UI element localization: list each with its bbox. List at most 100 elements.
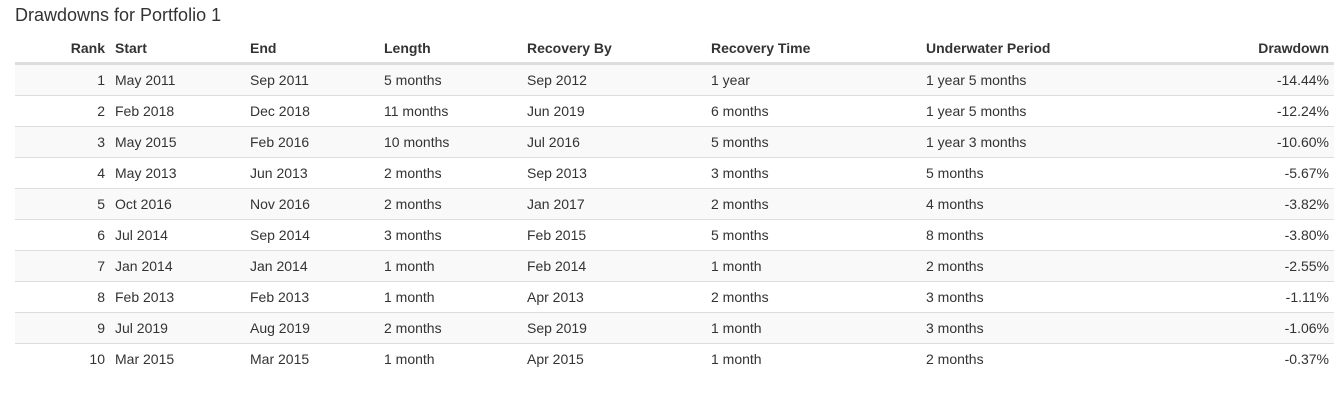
column-header-recovery-time[interactable]: Recovery Time bbox=[711, 34, 926, 65]
start-cell: Feb 2018 bbox=[115, 95, 250, 127]
recovery-time-cell: 1 year bbox=[711, 63, 926, 96]
column-header-end[interactable]: End bbox=[250, 34, 384, 65]
recovery-by-cell: Jun 2019 bbox=[527, 95, 711, 127]
table-row: 6 Jul 2014 Sep 2014 3 months Feb 2015 5 month… bbox=[15, 219, 1334, 251]
length-cell: 11 months bbox=[384, 95, 527, 127]
start-cell: May 2015 bbox=[115, 126, 250, 158]
drawdown-cell: -1.11% bbox=[1226, 281, 1334, 313]
rank-cell: 3 bbox=[15, 126, 115, 158]
length-cell: 2 months bbox=[384, 312, 527, 344]
rank-cell: 8 bbox=[15, 281, 115, 313]
column-header-length[interactable]: Length bbox=[384, 34, 527, 65]
rank-cell: 9 bbox=[15, 312, 115, 344]
recovery-time-cell: 1 month bbox=[711, 312, 926, 344]
start-cell: Oct 2016 bbox=[115, 188, 250, 220]
underwater-period-cell: 2 months bbox=[926, 351, 984, 367]
header-row: Rank Start End Length Recovery By Recove… bbox=[15, 34, 1334, 65]
recovery-by-cell: Jul 2016 bbox=[527, 126, 711, 158]
column-header-recovery-by[interactable]: Recovery By bbox=[527, 34, 711, 65]
rank-cell: 2 bbox=[15, 95, 115, 127]
table-row: 1 May 2011 Sep 2011 5 months Sep 2012 1 year 1… bbox=[15, 63, 1334, 96]
underwater-period-cell: 3 months bbox=[926, 312, 1226, 344]
table-row: 7 Jan 2014 Jan 2014 1 month Feb 2014 1 month 2… bbox=[15, 250, 1334, 282]
column-header-rank[interactable]: Rank bbox=[15, 34, 115, 65]
length-cell: 2 months bbox=[384, 188, 527, 220]
recovery-time-cell: 3 months bbox=[711, 157, 926, 189]
end-cell: Feb 2013 bbox=[250, 281, 384, 313]
end-cell: Jun 2013 bbox=[250, 157, 384, 189]
drawdown-cell: -3.82% bbox=[1226, 188, 1334, 220]
rank-cell: 10 bbox=[89, 351, 105, 367]
table-row: 4 May 2013 Jun 2013 2 months Sep 2013 3 month… bbox=[15, 157, 1334, 189]
start-cell: Jul 2019 bbox=[115, 312, 250, 344]
start-cell: Jan 2014 bbox=[115, 250, 250, 282]
underwater-period-cell: 1 year 5 months bbox=[926, 63, 1226, 96]
start-cell: May 2011 bbox=[115, 63, 250, 96]
end-cell: Aug 2019 bbox=[250, 312, 384, 344]
recovery-time-cell: 1 month bbox=[711, 250, 926, 282]
end-cell: Sep 2014 bbox=[250, 219, 384, 251]
drawdown-cell: -2.55% bbox=[1226, 250, 1334, 282]
end-cell: Dec 2018 bbox=[250, 95, 384, 127]
length-cell: 5 months bbox=[384, 63, 527, 96]
drawdown-cell: -10.60% bbox=[1226, 126, 1334, 158]
recovery-by-cell: Jan 2017 bbox=[527, 188, 711, 220]
underwater-period-cell: 5 months bbox=[926, 157, 1226, 189]
length-cell: 1 month bbox=[384, 250, 527, 282]
recovery-by-cell: Feb 2014 bbox=[527, 250, 711, 282]
recovery-by-cell: Sep 2019 bbox=[527, 312, 711, 344]
table-row: 2 Feb 2018 Dec 2018 11 months Jun 2019 6 mont… bbox=[15, 95, 1334, 127]
end-cell: Feb 2016 bbox=[250, 126, 384, 158]
end-cell: Sep 2011 bbox=[250, 63, 384, 96]
rank-cell: 5 bbox=[15, 188, 115, 220]
length-cell: 10 months bbox=[384, 126, 527, 158]
table-header: Rank Start End Length Recovery By Recove… bbox=[15, 34, 1334, 65]
table-row: 10 Mar 2015 Mar 2015 1 month Apr 2015 1 month… bbox=[15, 344, 1334, 375]
rank-cell: 1 bbox=[15, 63, 115, 96]
recovery-time-cell: 5 months bbox=[711, 219, 926, 251]
panel-title: Drawdowns for Portfolio 1 bbox=[15, 5, 222, 25]
recovery-time-cell: 2 months bbox=[711, 281, 926, 313]
table-row: 9 Jul 2019 Aug 2019 2 months Sep 2019 1 month… bbox=[15, 312, 1334, 344]
drawdown-cell: -1.06% bbox=[1226, 312, 1334, 344]
length-cell: 2 months bbox=[384, 157, 527, 189]
column-header-underwater-period[interactable]: Underwater Period bbox=[926, 34, 1226, 65]
length-cell: 1 month bbox=[384, 281, 527, 313]
start-cell: Jul 2014 bbox=[115, 219, 250, 251]
underwater-period-cell: 1 year 5 months bbox=[926, 95, 1226, 127]
recovery-by-cell: Apr 2013 bbox=[527, 281, 711, 313]
drawdown-cell: -12.24% bbox=[1226, 95, 1334, 127]
column-header-drawdown[interactable]: Drawdown bbox=[1226, 34, 1334, 65]
recovery-time-cell: 6 months bbox=[711, 95, 926, 127]
rank-cell: 4 bbox=[15, 157, 115, 189]
recovery-by-cell: Sep 2013 bbox=[527, 157, 711, 189]
underwater-period-cell: 4 months bbox=[926, 188, 1226, 220]
recovery-by-cell: Feb 2015 bbox=[527, 219, 711, 251]
recovery-by-cell: Apr 2015 bbox=[527, 351, 584, 367]
underwater-period-cell: 3 months bbox=[926, 281, 1226, 313]
table-row: 5 Oct 2016 Nov 2016 2 months Jan 2017 2 month… bbox=[15, 188, 1334, 220]
underwater-period-cell: 1 year 3 months bbox=[926, 126, 1226, 158]
drawdown-cell: -3.80% bbox=[1226, 219, 1334, 251]
table-row: 3 May 2015 Feb 2016 10 months Jul 2016 5 mont… bbox=[15, 126, 1334, 158]
underwater-period-cell: 2 months bbox=[926, 250, 1226, 282]
recovery-time-cell: 2 months bbox=[711, 188, 926, 220]
drawdown-cell: -5.67% bbox=[1226, 157, 1334, 189]
drawdown-cell: -0.37% bbox=[1284, 351, 1329, 367]
start-cell: Mar 2015 bbox=[115, 351, 175, 367]
recovery-time-cell: 1 month bbox=[711, 351, 762, 367]
recovery-by-cell: Sep 2012 bbox=[527, 63, 711, 96]
table-row: 8 Feb 2013 Feb 2013 1 month Apr 2013 2 months… bbox=[15, 281, 1334, 313]
recovery-time-cell: 5 months bbox=[711, 126, 926, 158]
end-cell: Jan 2014 bbox=[250, 250, 384, 282]
rank-cell: 6 bbox=[15, 219, 115, 251]
column-header-start[interactable]: Start bbox=[115, 34, 250, 65]
table-body: 1 May 2011 Sep 2011 5 months Sep 2012 1 year 1… bbox=[15, 63, 1334, 375]
length-cell: 3 months bbox=[384, 219, 527, 251]
drawdown-cell: -14.44% bbox=[1226, 63, 1334, 96]
start-cell: May 2013 bbox=[115, 157, 250, 189]
end-cell: Nov 2016 bbox=[250, 188, 384, 220]
rank-cell: 7 bbox=[15, 250, 115, 282]
start-cell: Feb 2013 bbox=[115, 281, 250, 313]
